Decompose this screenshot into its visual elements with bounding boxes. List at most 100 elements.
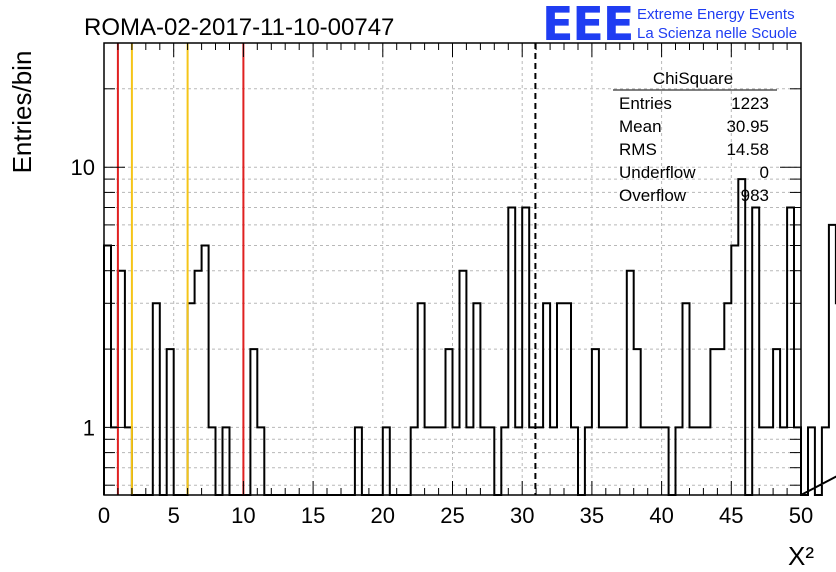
x-tick-label: 15 — [301, 503, 325, 528]
histogram-bin — [571, 427, 578, 495]
histogram-bin — [676, 427, 683, 495]
histogram-bin — [620, 427, 627, 495]
histogram-bin — [564, 303, 571, 495]
y-tick-label: 10 — [71, 155, 95, 180]
histogram-bin — [487, 427, 494, 495]
histogram-bin — [557, 303, 564, 495]
x-tick-label: 20 — [371, 503, 395, 528]
histogram-bin — [202, 246, 209, 496]
eee-logo-letters: EEE — [542, 0, 633, 51]
histogram-bin — [153, 303, 160, 495]
histogram-bin — [773, 349, 780, 495]
histogram-bin — [703, 427, 710, 495]
histogram-bin — [648, 427, 655, 495]
x-tick-label: 10 — [231, 503, 255, 528]
histogram-bin — [167, 349, 174, 495]
histogram-bin — [508, 208, 515, 496]
x-tick-labels: 0 5 10 15 20 25 30 35 40 45 50 — [98, 503, 813, 528]
histogram-bin — [522, 208, 529, 496]
histogram-bin — [731, 246, 738, 496]
stats-overflow-value: 983 — [741, 186, 769, 205]
histogram-bin — [536, 427, 543, 495]
histogram-bin — [634, 349, 641, 495]
x-tick-label: 45 — [719, 503, 743, 528]
x-tick-label: 5 — [168, 503, 180, 528]
histogram-bin — [717, 349, 724, 495]
histogram-bin — [808, 427, 815, 495]
histogram-bin — [627, 271, 634, 495]
histogram-bin — [480, 427, 487, 495]
histogram-bin — [690, 427, 697, 495]
histogram-bin — [209, 427, 216, 495]
histogram-bin — [250, 349, 257, 495]
histogram-bin — [466, 427, 473, 495]
histogram-bin — [425, 427, 432, 495]
histogram-bin — [439, 427, 446, 495]
stats-entries-value: 1223 — [731, 94, 769, 113]
x-tick-label: 0 — [98, 503, 110, 528]
y-tick-labels: 1 10 — [71, 155, 95, 440]
histogram-bin — [125, 427, 132, 495]
histogram-bin — [759, 427, 766, 495]
histogram-bin — [473, 303, 480, 495]
reference-lines — [116, 43, 537, 495]
histogram-bin — [724, 303, 731, 495]
histogram-bin — [641, 427, 648, 495]
histogram-bin — [453, 427, 460, 495]
histogram-bin — [738, 179, 745, 495]
histogram-bin — [411, 427, 418, 495]
x-tick-label: 35 — [580, 503, 604, 528]
histogram-bin — [355, 427, 362, 495]
stats-entries-label: Entries — [619, 94, 672, 113]
stats-rms-value: 14.58 — [726, 140, 769, 159]
x-tick-label: 30 — [510, 503, 534, 528]
histogram-bin — [460, 271, 467, 495]
histogram-bin — [118, 271, 125, 495]
histogram-bin — [752, 208, 759, 496]
histogram-bin — [383, 427, 390, 495]
histogram-bin — [257, 427, 264, 495]
histogram-bin — [195, 271, 202, 495]
histogram-bin — [766, 427, 773, 495]
logo-line-2: La Scienza nelle Scuole — [637, 25, 797, 42]
histogram-bin — [613, 427, 620, 495]
stats-underflow-label: Underflow — [619, 163, 696, 182]
stats-title: ChiSquare — [653, 69, 733, 88]
histogram-bin — [550, 427, 557, 495]
x-tick-label: 40 — [649, 503, 673, 528]
histogram-bin — [696, 427, 703, 495]
histogram-bin — [599, 427, 606, 495]
histogram-bin — [662, 427, 669, 495]
histogram-bin — [592, 349, 599, 495]
histogram-bin — [188, 303, 195, 495]
stats-underflow-value: 0 — [760, 163, 769, 182]
histogram-bin — [446, 349, 453, 495]
histogram-bin — [822, 427, 829, 495]
histogram-bin — [432, 427, 439, 495]
x-tick-label: 25 — [440, 503, 464, 528]
histogram-bin — [606, 427, 613, 495]
histogram-bin — [585, 427, 592, 495]
stats-mean-value: 30.95 — [726, 117, 769, 136]
histogram-bin — [829, 225, 836, 495]
x-axis-label: X² — [788, 541, 814, 571]
stats-box: ChiSquare Entries 1223 Mean 30.95 RMS 14… — [613, 69, 777, 205]
stats-mean-label: Mean — [619, 117, 662, 136]
axis-ticks — [103, 42, 802, 495]
y-tick-label: 1 — [83, 415, 95, 440]
histogram-bin — [543, 303, 550, 495]
stats-overflow-label: Overflow — [619, 186, 687, 205]
histogram-bin — [655, 427, 662, 495]
histogram-bin — [780, 427, 787, 495]
chart-title: ROMA-02-2017-11-10-00747 — [84, 14, 394, 41]
histogram-bin — [418, 303, 425, 495]
histogram-bin — [787, 208, 794, 496]
histogram-bin — [710, 349, 717, 495]
histogram-bin — [501, 427, 508, 495]
stats-rms-label: RMS — [619, 140, 657, 159]
histogram-bin — [223, 427, 230, 495]
x-tick-label: 50 — [789, 503, 813, 528]
logo-line-1: Extreme Energy Events — [637, 6, 795, 23]
histogram-bin — [515, 427, 522, 495]
histogram-bin — [683, 303, 690, 495]
